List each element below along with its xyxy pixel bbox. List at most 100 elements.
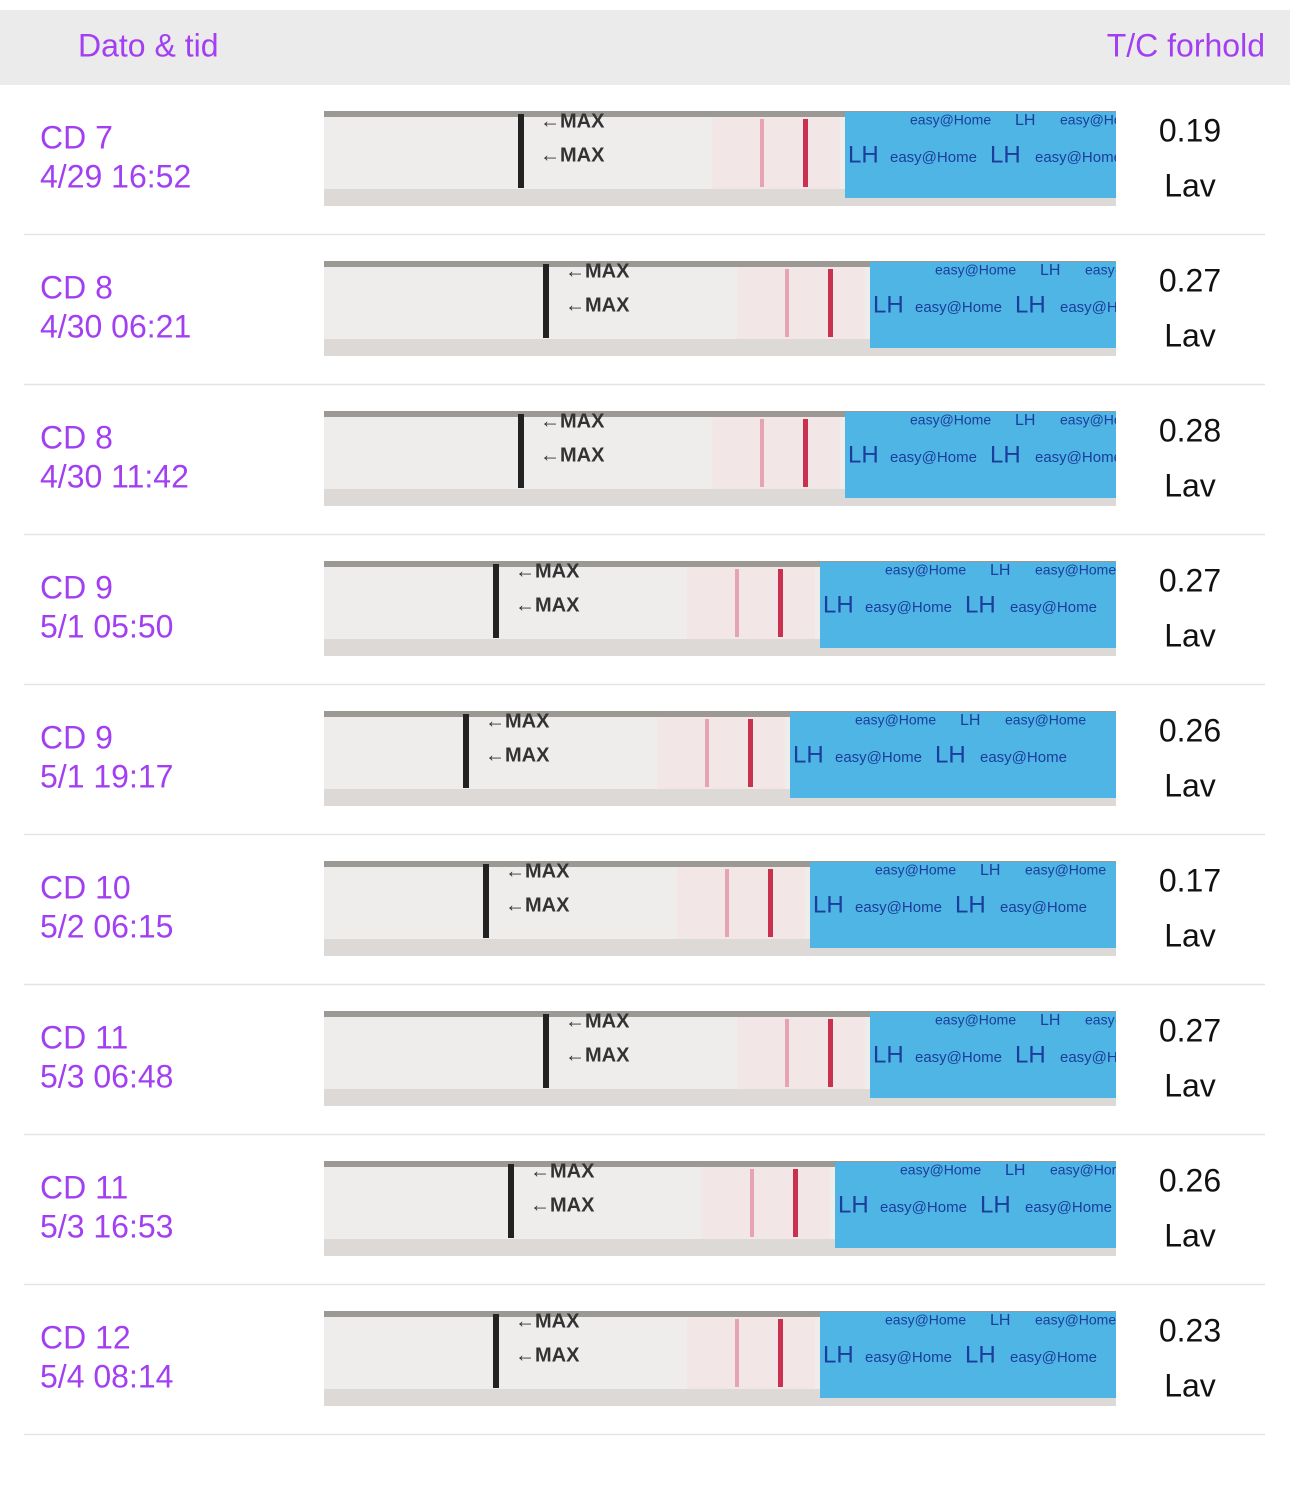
- brand: easy@Home: [855, 712, 936, 728]
- blue-label: [845, 412, 1116, 498]
- list-row[interactable]: CD 105/2 06:15 0.17 Lav ←MAX ←MAX easy@Home LH…: [24, 860, 1265, 986]
- blue-label: [835, 1162, 1116, 1248]
- date-time: 5/1 19:17: [40, 758, 173, 794]
- brand: easy@Home: [1035, 1312, 1116, 1328]
- header-date-time: Dato & tid: [78, 27, 219, 63]
- brand: easy@Home: [835, 749, 922, 766]
- black-bar: [508, 1164, 514, 1238]
- blue-label: [810, 862, 1116, 948]
- result-window: [712, 117, 840, 189]
- list-row[interactable]: CD 115/3 16:53 0.26 Lav ←MAX ←MAX easy@Home LH…: [24, 1160, 1265, 1286]
- date-time: 4/30 06:21: [40, 308, 191, 344]
- max-label: ←MAX: [540, 410, 605, 432]
- header-bar: [0, 10, 1290, 85]
- level: Lav: [1164, 617, 1216, 653]
- cycle-day: CD 11: [40, 1169, 128, 1205]
- ratio: 0.17: [1159, 862, 1221, 898]
- test-line: [793, 1169, 798, 1237]
- brand: easy@Home: [865, 1349, 952, 1366]
- brand: easy@Home: [1050, 1162, 1131, 1178]
- lh: LH: [823, 591, 854, 618]
- list-row[interactable]: CD 95/1 19:17 0.26 Lav ←MAX ←MAX easy@Home LH e…: [24, 710, 1265, 836]
- strip-photo: ←MAX ←MAX easy@Home LH easy@Home LH easy@Home L…: [324, 561, 1116, 656]
- strip-photo: ←MAX ←MAX easy@Home LH easy@Home LH easy@Home L…: [324, 260, 1166, 356]
- strip-photo: ←MAX ←MAX easy@Home LH easy@Home LH easy@Home L…: [324, 711, 1116, 806]
- blue-label: [820, 1312, 1116, 1398]
- lh: LH: [955, 891, 986, 918]
- list-row[interactable]: CD 115/3 06:48 0.27 Lav ←MAX ←MAX easy@Home LH…: [24, 1010, 1270, 1136]
- max-label: ←MAX: [530, 1160, 595, 1182]
- result-window: [657, 717, 785, 789]
- blue-label: [790, 712, 1116, 798]
- max-label: ←MAX: [540, 110, 605, 132]
- lh: LH: [848, 441, 879, 468]
- brand: easy@Home: [935, 262, 1016, 278]
- ratio: 0.27: [1159, 262, 1221, 298]
- brand: easy@Home: [1060, 112, 1141, 128]
- max-label: ←MAX: [515, 1310, 580, 1332]
- list-row[interactable]: CD 84/30 06:21 0.27 Lav ←MAX ←MAX easy@Home LH…: [24, 260, 1270, 386]
- brand: easy@Home: [1085, 262, 1166, 278]
- level: Lav: [1164, 1067, 1216, 1103]
- control-line-faint: [760, 119, 764, 187]
- control-line-faint: [725, 869, 729, 937]
- result-window: [702, 1167, 830, 1239]
- control-line-faint: [760, 419, 764, 487]
- ratio: 0.28: [1159, 412, 1221, 448]
- brand: easy@Home: [915, 299, 1002, 316]
- blue-label: [870, 262, 1116, 348]
- result-window: [687, 1317, 815, 1389]
- max-label: ←MAX: [485, 744, 550, 766]
- brand: easy@Home: [1025, 862, 1106, 878]
- black-bar: [493, 564, 499, 638]
- ratio: 0.27: [1159, 1012, 1221, 1048]
- level: Lav: [1164, 767, 1216, 803]
- list-row[interactable]: CD 84/30 11:42 0.28 Lav ←MAX ←MAX easy@Home LH…: [24, 410, 1265, 536]
- black-bar: [518, 414, 524, 488]
- brand: easy@Home: [885, 562, 966, 578]
- brand: easy@Home: [1025, 1199, 1112, 1216]
- brand: easy@Home: [1035, 449, 1122, 466]
- level: Lav: [1164, 1367, 1216, 1403]
- blue-label: [820, 562, 1116, 648]
- max-label: ←MAX: [565, 260, 630, 282]
- lh: LH: [935, 741, 966, 768]
- date-time: 5/1 05:50: [40, 608, 173, 644]
- ratio: 0.27: [1159, 562, 1221, 598]
- cycle-day: CD 9: [40, 719, 113, 755]
- list-row[interactable]: CD 95/1 05:50 0.27 Lav ←MAX ←MAX easy@Home LH e…: [24, 560, 1265, 686]
- brand: easy@Home: [1000, 899, 1087, 916]
- lh: LH: [848, 141, 879, 168]
- lh: LH: [1015, 112, 1035, 129]
- test-line: [778, 569, 783, 637]
- brand: easy@Home: [900, 1162, 981, 1178]
- date-time: 5/4 08:14: [40, 1358, 173, 1394]
- lh: LH: [980, 862, 1000, 879]
- max-label: ←MAX: [565, 1044, 630, 1066]
- result-window: [687, 567, 815, 639]
- level: Lav: [1164, 917, 1216, 953]
- lh: LH: [873, 291, 904, 318]
- lh: LH: [1015, 412, 1035, 429]
- level: Lav: [1164, 467, 1216, 503]
- level: Lav: [1164, 1217, 1216, 1253]
- strip-photo: ←MAX ←MAX easy@Home LH easy@Home LH easy@Home L…: [324, 110, 1141, 206]
- test-line: [748, 719, 753, 787]
- cycle-day: CD 7: [40, 119, 113, 155]
- blue-label: [845, 112, 1116, 198]
- lh: LH: [990, 441, 1021, 468]
- lh: LH: [1015, 1041, 1046, 1068]
- brand: easy@Home: [935, 1012, 1016, 1028]
- result-window: [737, 1017, 865, 1089]
- max-label: ←MAX: [530, 1194, 595, 1216]
- brand: easy@Home: [885, 1312, 966, 1328]
- list-row[interactable]: CD 74/29 16:52 0.19 Lav ←MAX ←MAX easy@Home LH…: [24, 110, 1265, 236]
- cycle-day: CD 11: [40, 1019, 128, 1055]
- max-label: ←MAX: [505, 894, 570, 916]
- brand: easy@Home: [910, 112, 991, 128]
- list-row[interactable]: CD 125/4 08:14 0.23 Lav ←MAX ←MAX easy@Home LH…: [24, 1310, 1265, 1436]
- brand: easy@Home: [890, 149, 977, 166]
- test-line: [828, 269, 833, 337]
- result-window: [737, 267, 865, 339]
- brand: easy@Home: [1060, 1049, 1147, 1066]
